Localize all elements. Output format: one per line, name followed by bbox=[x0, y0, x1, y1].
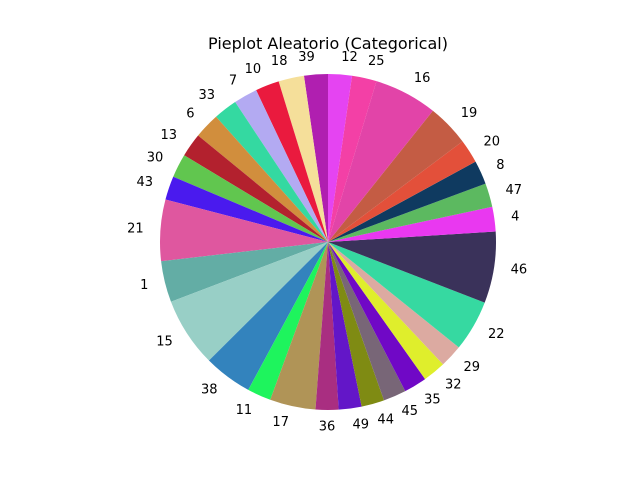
slice-label-47: 47 bbox=[505, 183, 522, 198]
slice-label-29: 29 bbox=[464, 360, 481, 375]
slice-label-35: 35 bbox=[424, 392, 441, 407]
slice-label-45: 45 bbox=[401, 404, 418, 419]
slice-label-6: 6 bbox=[186, 107, 194, 122]
pie-slice-44 bbox=[328, 242, 385, 407]
slice-label-46: 46 bbox=[511, 263, 528, 278]
pie-slice-32 bbox=[328, 242, 444, 380]
slice-label-15: 15 bbox=[156, 335, 173, 350]
slice-label-17: 17 bbox=[272, 415, 289, 430]
slice-label-43: 43 bbox=[136, 175, 153, 190]
slice-label-13: 13 bbox=[160, 128, 177, 143]
slice-label-22: 22 bbox=[488, 327, 505, 342]
pie-slice-46 bbox=[328, 231, 496, 303]
pie-slice-6 bbox=[198, 116, 328, 242]
pie-slice-19 bbox=[328, 110, 463, 242]
slice-label-36: 36 bbox=[319, 419, 336, 434]
slice-label-16: 16 bbox=[414, 71, 431, 86]
slice-label-18: 18 bbox=[271, 54, 288, 69]
slice-label-44: 44 bbox=[377, 413, 394, 428]
slice-label-10: 10 bbox=[245, 62, 262, 77]
slice-label-12: 12 bbox=[341, 50, 358, 65]
slice-label-11: 11 bbox=[236, 403, 253, 418]
slice-label-39: 39 bbox=[298, 50, 315, 65]
pie-slice-33 bbox=[216, 102, 328, 242]
slice-label-21: 21 bbox=[127, 221, 144, 236]
pie-slice-1 bbox=[161, 242, 328, 302]
pie-slice-36 bbox=[315, 242, 339, 410]
slice-label-4: 4 bbox=[511, 209, 519, 224]
slice-label-32: 32 bbox=[445, 378, 462, 393]
slice-label-1: 1 bbox=[140, 278, 148, 293]
pie-slice-25 bbox=[328, 75, 377, 242]
slice-label-25: 25 bbox=[368, 54, 385, 69]
pie-slices bbox=[160, 74, 496, 410]
slice-label-19: 19 bbox=[461, 106, 478, 121]
pie-slice-13 bbox=[184, 135, 328, 242]
pie-slice-16 bbox=[328, 81, 433, 242]
pie-slice-29 bbox=[328, 242, 459, 365]
pie-slice-17 bbox=[270, 242, 328, 410]
pie-slice-35 bbox=[328, 242, 426, 392]
pie-slice-18 bbox=[278, 75, 328, 242]
chart-title: Pieplot Aleatorio (Categorical) bbox=[208, 34, 448, 53]
slice-label-30: 30 bbox=[147, 151, 164, 166]
pie-slice-43 bbox=[165, 176, 328, 242]
pie-slice-12 bbox=[328, 74, 353, 242]
pie-slice-47 bbox=[328, 183, 493, 242]
pie-slice-38 bbox=[208, 242, 328, 390]
slice-label-38: 38 bbox=[201, 383, 218, 398]
slice-label-49: 49 bbox=[352, 418, 369, 433]
pie-slice-11 bbox=[248, 242, 328, 400]
slice-label-7: 7 bbox=[229, 74, 237, 89]
pie-slice-8 bbox=[328, 161, 486, 242]
pie-slice-7 bbox=[235, 90, 328, 242]
pie-slice-39 bbox=[303, 74, 328, 242]
pie-slice-49 bbox=[328, 242, 362, 410]
slice-label-33: 33 bbox=[198, 88, 215, 103]
pie-slice-30 bbox=[173, 155, 328, 242]
pie-slice-15 bbox=[170, 242, 328, 361]
pie-slice-20 bbox=[328, 141, 476, 242]
pie-slice-22 bbox=[328, 242, 485, 348]
slice-label-8: 8 bbox=[496, 158, 504, 173]
pie-slice-45 bbox=[328, 242, 406, 401]
pie-slice-4 bbox=[328, 206, 496, 242]
pie-slice-10 bbox=[256, 81, 328, 242]
pie-slice-21 bbox=[160, 199, 328, 262]
slice-label-20: 20 bbox=[484, 135, 501, 150]
